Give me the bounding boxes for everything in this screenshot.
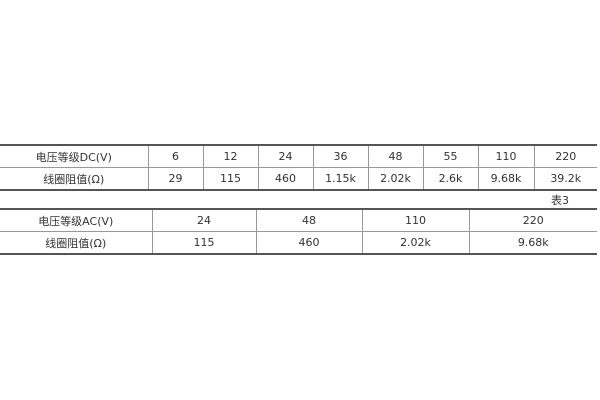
- cell: 2.6k: [422, 167, 478, 191]
- table-row: 线圈阻值(Ω) 115 460 2.02k 9.68k: [0, 231, 597, 255]
- dc-voltage-table: 电压等级DC(V) 6 12 24 36 48 55 110 220 线圈阻值(…: [0, 144, 597, 191]
- table-row: 电压等级DC(V) 6 12 24 36 48 55 110 220: [0, 144, 597, 168]
- cell: 48: [255, 208, 362, 232]
- cell: 110: [477, 144, 534, 168]
- cell: 2.02k: [361, 231, 469, 255]
- cell: 110: [361, 208, 469, 232]
- cell: 12: [202, 144, 258, 168]
- cell: 29: [147, 167, 203, 191]
- row-label: 线圈阻值(Ω): [0, 231, 152, 255]
- cell: 460: [255, 231, 362, 255]
- cell: 9.68k: [477, 167, 534, 191]
- table-row: 电压等级AC(V) 24 48 110 220: [0, 208, 597, 232]
- row-label: 电压等级DC(V): [0, 144, 148, 168]
- row-label: 线圈阻值(Ω): [0, 167, 148, 191]
- cell: 24: [151, 208, 256, 232]
- cell: 9.68k: [468, 231, 597, 255]
- cell: 1.15k: [312, 167, 368, 191]
- cell: 2.02k: [367, 167, 423, 191]
- cell: 460: [257, 167, 313, 191]
- cell: 115: [151, 231, 256, 255]
- row-label: 电压等级AC(V): [0, 208, 152, 232]
- table-caption: 表3: [551, 194, 569, 207]
- cell: 24: [257, 144, 313, 168]
- ac-voltage-table: 电压等级AC(V) 24 48 110 220 线圈阻值(Ω) 115 460 …: [0, 208, 597, 255]
- cell: 220: [468, 208, 597, 232]
- cell: 48: [367, 144, 423, 168]
- table-row: 线圈阻值(Ω) 29 115 460 1.15k 2.02k 2.6k 9.68…: [0, 167, 597, 191]
- cell: 220: [533, 144, 597, 168]
- cell: 115: [202, 167, 258, 191]
- cell: 36: [312, 144, 368, 168]
- cell: 55: [422, 144, 478, 168]
- cell: 6: [147, 144, 203, 168]
- cell: 39.2k: [533, 167, 597, 191]
